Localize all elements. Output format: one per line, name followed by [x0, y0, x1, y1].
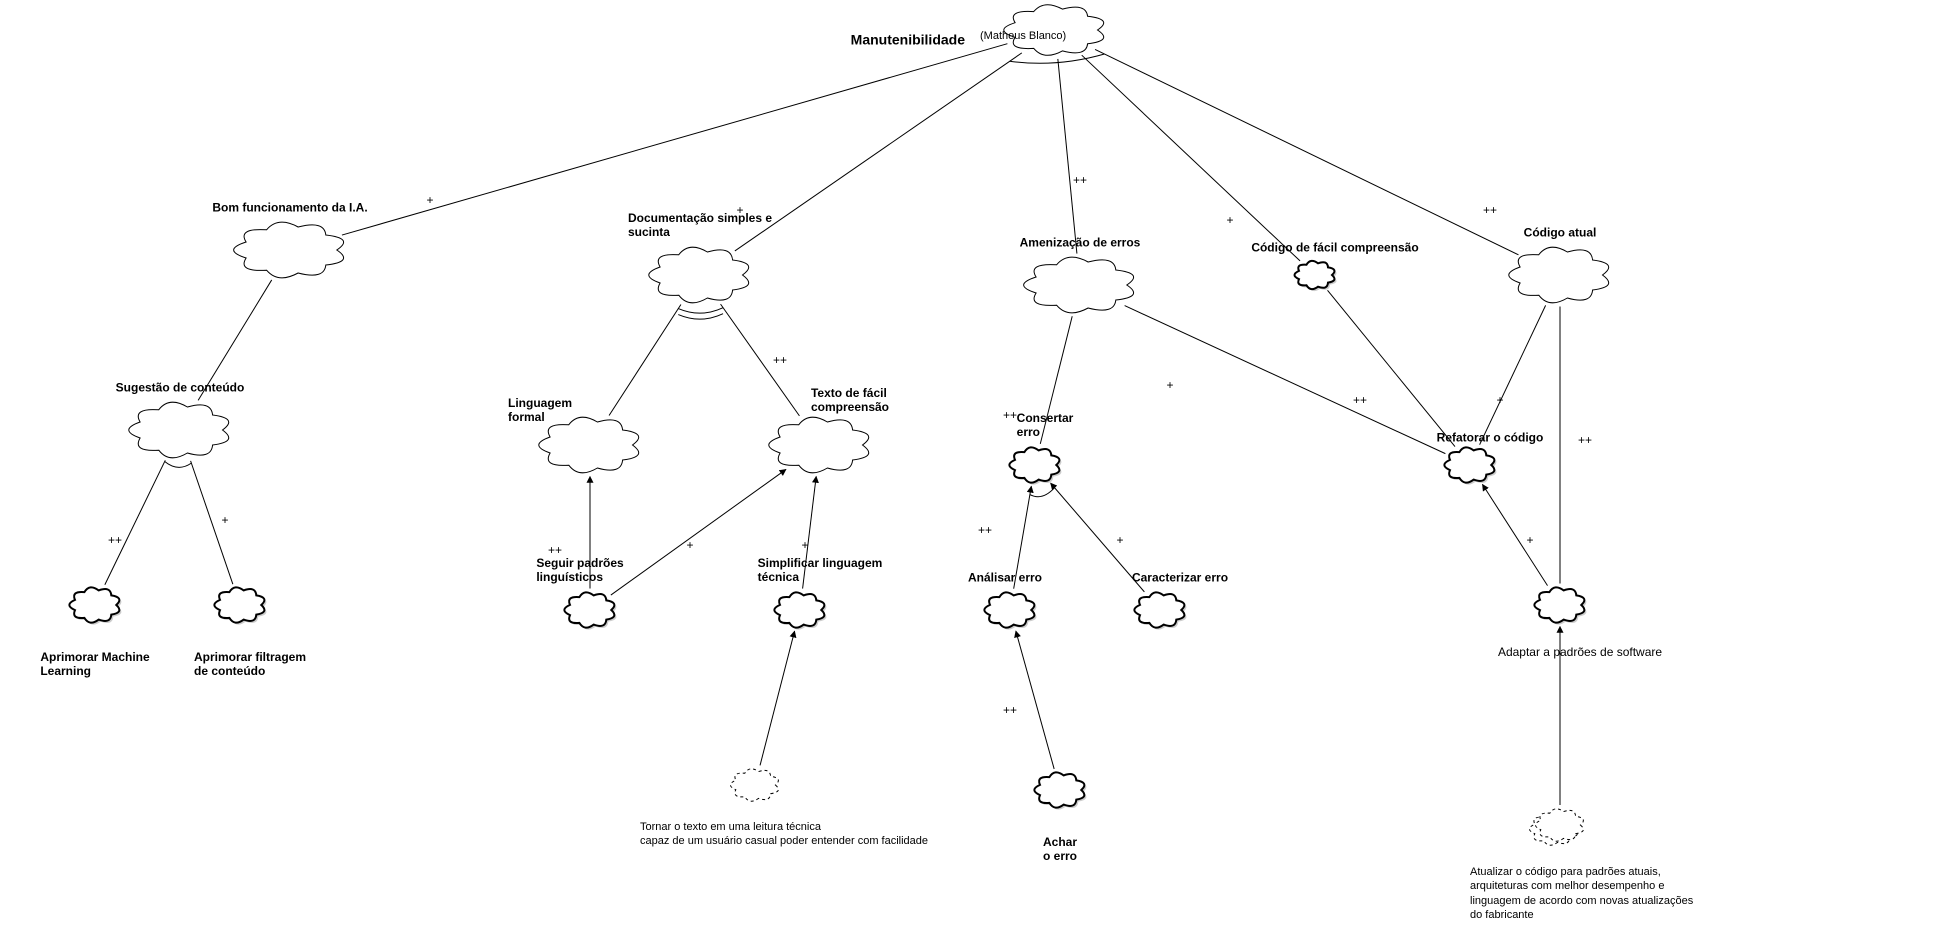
node-achar_erro [1027, 765, 1093, 816]
edge-consertar-caracterizar [1051, 483, 1145, 592]
edge-label-root-amen: ++ [1073, 173, 1087, 187]
node-analisar [977, 585, 1043, 636]
edge-label-facil_comp-refatorar: ++ [1353, 393, 1367, 407]
edge-label-amen-consertar: ++ [1003, 408, 1017, 422]
edge-label-sugestao-aprim_ml: ++ [108, 533, 122, 547]
edge-label-doc-texto_facil: ++ [773, 353, 787, 367]
node-adaptar [1527, 580, 1593, 631]
label-facil_comp: Código de fácil compreensão [1251, 241, 1418, 255]
label-analisar: Análisar erro [968, 571, 1042, 585]
label-achar_erro: Achar o erro [1043, 835, 1077, 864]
label-sugestao: Sugestão de conteúdo [116, 381, 245, 395]
edge-analisar-achar_erro [1016, 631, 1054, 769]
label-adaptar: Adaptar a padrões de software [1498, 645, 1662, 659]
edge-sugestao-aprim_ml [105, 460, 165, 584]
node-tornar_texto [723, 761, 787, 809]
edge-label-refatorar-adaptar: + [1526, 533, 1533, 547]
node-simpl_ling [767, 585, 833, 636]
label-root: Manutenibilidade [851, 32, 965, 49]
label-refatorar: Refatorar o código [1437, 431, 1544, 445]
label-cod_atual: Código atual [1524, 226, 1597, 240]
edge-root-cod_atual [1095, 49, 1518, 254]
label-ling_formal: Linguagem formal [508, 396, 572, 425]
edge-label-root-doc: + [736, 203, 743, 217]
edge-cod_atual-refatorar [1480, 305, 1546, 444]
note: Tornar o texto em uma leitura técnica ca… [640, 820, 928, 849]
node-aprim_ml [62, 580, 128, 631]
label-caracterizar: Caracterizar erro [1132, 571, 1228, 585]
edge-label-root-facil_comp: + [1226, 213, 1233, 227]
label-texto_facil: Texto de fácil compreensão [811, 386, 889, 415]
node-consertar [1002, 440, 1068, 491]
edge-label-consertar-caracterizar: + [1116, 533, 1123, 547]
node-amen [1017, 250, 1143, 321]
note: Atualizar o código para padrões atuais, … [1470, 865, 1693, 922]
label-simpl_ling: Simplificar linguagem técnica [758, 556, 883, 585]
node-refatorar [1437, 440, 1503, 491]
node-seguir_padr [557, 585, 623, 636]
edge-label-texto_facil-seguir_padr: + [686, 538, 693, 552]
edge-label-cod_atual-adaptar: ++ [1578, 433, 1592, 447]
label-consertar: Consertar erro [1017, 411, 1074, 440]
label-aprim_filtr: Aprimorar filtragem de conteúdo [194, 650, 306, 679]
edge-label-sugestao-aprim_filtr: + [221, 513, 228, 527]
edge-label-analisar-achar_erro: ++ [1003, 703, 1017, 717]
label-aprim_ml: Aprimorar Machine Learning [40, 650, 149, 679]
label-seguir_padr: Seguir padrões linguísticos [536, 556, 623, 585]
edges-layer [0, 0, 1944, 941]
node-cod_atual [1502, 240, 1618, 311]
diagram-canvas: Manutenibilidade (Matheus Blanco) Bom func… [0, 0, 1944, 941]
label-amen: Amenização de erros [1020, 236, 1141, 250]
edge-label-root-cod_atual: ++ [1483, 203, 1497, 217]
node-caracterizar [1127, 585, 1193, 636]
label-bom_ia: Bom funcionamento da I.A. [212, 201, 367, 215]
edge-doc-texto_facil [721, 304, 800, 416]
edge-root-bom_ia [342, 44, 1007, 235]
edge-root-doc [735, 53, 1022, 251]
author-credit: (Matheus Blanco) [980, 30, 1066, 43]
node-doc [642, 240, 758, 311]
edge-root-amen [1058, 59, 1077, 254]
edge-label-texto_facil-simpl_ling: + [801, 538, 808, 552]
node-texto_facil [762, 410, 878, 481]
edge-facil_comp-refatorar [1328, 290, 1455, 446]
edge-simpl_ling-tornar_texto [760, 631, 795, 765]
label-doc: Documentação simples e sucinta [628, 211, 772, 240]
edge-doc-ling_formal [609, 304, 681, 415]
edge-label-consertar-analisar: ++ [978, 523, 992, 537]
edge-label-ling_formal-seguir_padr: ++ [548, 543, 562, 557]
node-aprim_filtr [207, 580, 273, 631]
node-atualizar [1528, 801, 1592, 849]
edge-root-facil_comp [1082, 55, 1300, 261]
node-facil_comp [1287, 253, 1343, 297]
arc-doc [678, 314, 723, 319]
edge-refatorar-adaptar [1482, 484, 1547, 585]
edge-label-root-bom_ia: + [426, 193, 433, 207]
edge-label-cod_atual-refatorar: + [1496, 393, 1503, 407]
node-bom_ia [227, 215, 353, 286]
edge-label-amen-refatorar: + [1166, 378, 1173, 392]
node-sugestao [122, 395, 238, 466]
